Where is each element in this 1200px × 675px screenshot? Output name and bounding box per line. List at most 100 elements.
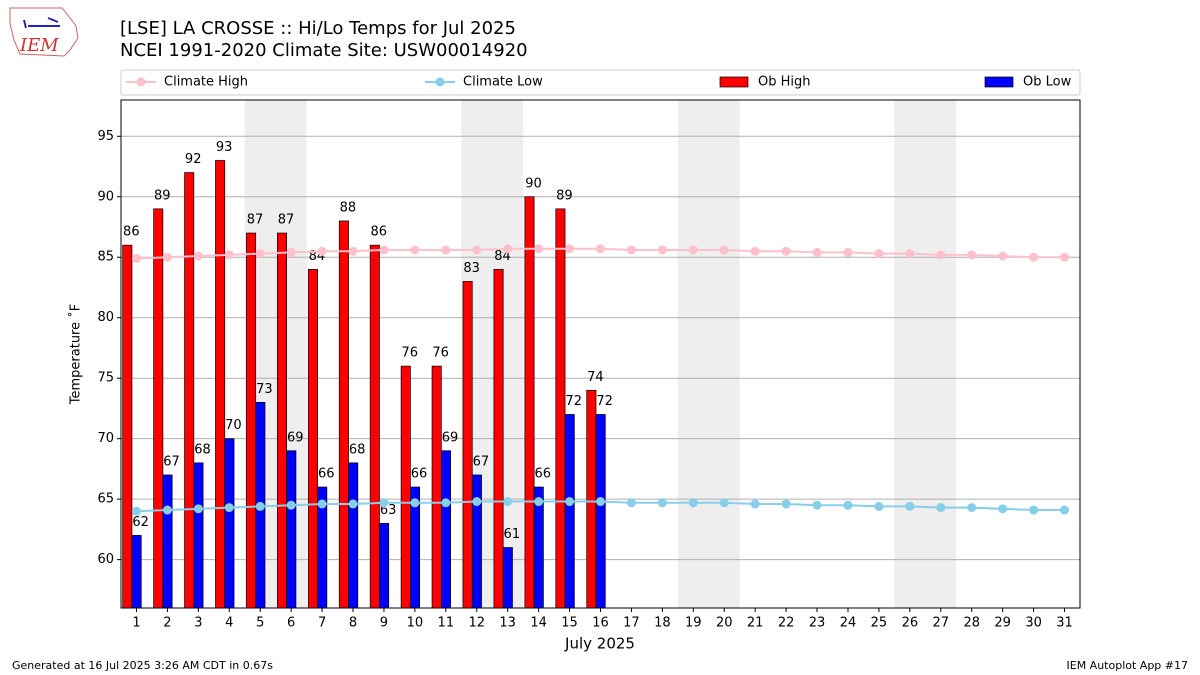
- x-tick-label: 25: [871, 616, 888, 631]
- x-tick-label: 2: [163, 616, 171, 631]
- y-tick-label: 70: [97, 431, 114, 446]
- x-tick-label: 23: [809, 616, 826, 631]
- bar: [246, 232, 257, 609]
- x-tick-label: 21: [747, 616, 764, 631]
- point: [998, 504, 1008, 514]
- point: [596, 244, 605, 254]
- data-label: 73: [256, 382, 273, 397]
- data-label: 89: [154, 188, 171, 203]
- point: [162, 505, 172, 515]
- x-tick-label: 15: [561, 616, 578, 631]
- point: [317, 499, 327, 509]
- chart-subtitle: NCEI 1991-2020 Climate Site: USW00014920: [120, 40, 528, 61]
- point: [812, 247, 822, 257]
- point: [255, 249, 265, 259]
- y-tick-label: 90: [97, 189, 114, 204]
- plot-frame: [120, 99, 1081, 609]
- logo-outline: [9, 7, 79, 57]
- bar: [131, 535, 142, 609]
- y-axis-label: Temperature ˚F: [68, 304, 84, 405]
- data-label: 86: [123, 225, 140, 240]
- x-tick-label: 4: [225, 616, 233, 631]
- data-label: 76: [432, 346, 449, 361]
- point: [286, 247, 296, 257]
- data-label: 92: [185, 152, 202, 167]
- x-tick-label: 7: [318, 616, 326, 631]
- legend-label: Ob Low: [1023, 75, 1072, 90]
- point: [317, 246, 327, 256]
- point: [998, 251, 1008, 261]
- bar: [564, 414, 575, 609]
- data-label: 62: [132, 515, 149, 530]
- logo-icon: [23, 17, 60, 29]
- x-tick-label: 1: [132, 616, 140, 631]
- bar: [595, 414, 606, 609]
- data-label: 87: [278, 213, 295, 228]
- x-tick-label: 3: [194, 616, 202, 631]
- point: [131, 506, 141, 516]
- data-label: 66: [411, 467, 428, 482]
- point: [843, 500, 853, 510]
- point: [162, 252, 172, 262]
- bar: [379, 522, 390, 609]
- point: [812, 500, 822, 510]
- x-tick-label: 22: [778, 616, 795, 631]
- data-label: 68: [349, 442, 366, 457]
- bar: [462, 281, 473, 609]
- point: [719, 498, 729, 508]
- point: [534, 244, 544, 254]
- bar: [338, 220, 349, 609]
- x-tick-label: 30: [1025, 616, 1042, 631]
- point: [657, 245, 667, 255]
- y-tick-label: 75: [97, 371, 114, 386]
- bar: [471, 474, 482, 609]
- data-label: 72: [596, 394, 613, 409]
- point: [596, 497, 605, 507]
- point: [626, 498, 636, 508]
- x-tick-label: 17: [623, 616, 640, 631]
- shade: [894, 100, 957, 608]
- bar: [400, 365, 411, 609]
- data-label: 89: [556, 188, 573, 203]
- data-label: 61: [504, 527, 521, 542]
- data-label: 93: [216, 140, 233, 155]
- bar: [277, 232, 287, 609]
- x-tick-label: 10: [407, 616, 424, 631]
- point: [719, 245, 729, 255]
- data-label: 69: [287, 430, 304, 445]
- point: [874, 501, 884, 511]
- x-tick-label: 16: [592, 616, 609, 631]
- point: [843, 247, 853, 257]
- logo-text: IEM: [19, 35, 59, 56]
- x-tick-label: 11: [438, 616, 455, 631]
- y-tick-label: 80: [97, 310, 114, 325]
- point: [131, 253, 141, 263]
- legend-label: Climate Low: [463, 75, 543, 90]
- bar: [586, 389, 597, 609]
- data-label: 88: [340, 200, 357, 215]
- point: [1060, 252, 1070, 262]
- bar: [493, 268, 504, 609]
- point: [379, 245, 389, 255]
- legend-marker: [136, 77, 146, 87]
- x-tick-label: 8: [349, 616, 357, 631]
- point: [410, 498, 420, 508]
- bar: [153, 208, 164, 609]
- point: [688, 245, 698, 255]
- point: [503, 244, 513, 254]
- data-label: 90: [525, 176, 542, 191]
- bar: [502, 547, 513, 609]
- point: [503, 497, 513, 507]
- x-axis-label: July 2025: [564, 635, 635, 653]
- x-tick-label: 24: [840, 616, 857, 631]
- point: [472, 245, 482, 255]
- data-label: 66: [318, 467, 335, 482]
- x-tick-label: 6: [287, 616, 295, 631]
- point: [472, 497, 482, 507]
- y-tick-label: 65: [97, 492, 114, 507]
- bar: [307, 268, 318, 609]
- point: [967, 503, 977, 513]
- data-label: 67: [473, 454, 490, 469]
- point: [348, 246, 358, 256]
